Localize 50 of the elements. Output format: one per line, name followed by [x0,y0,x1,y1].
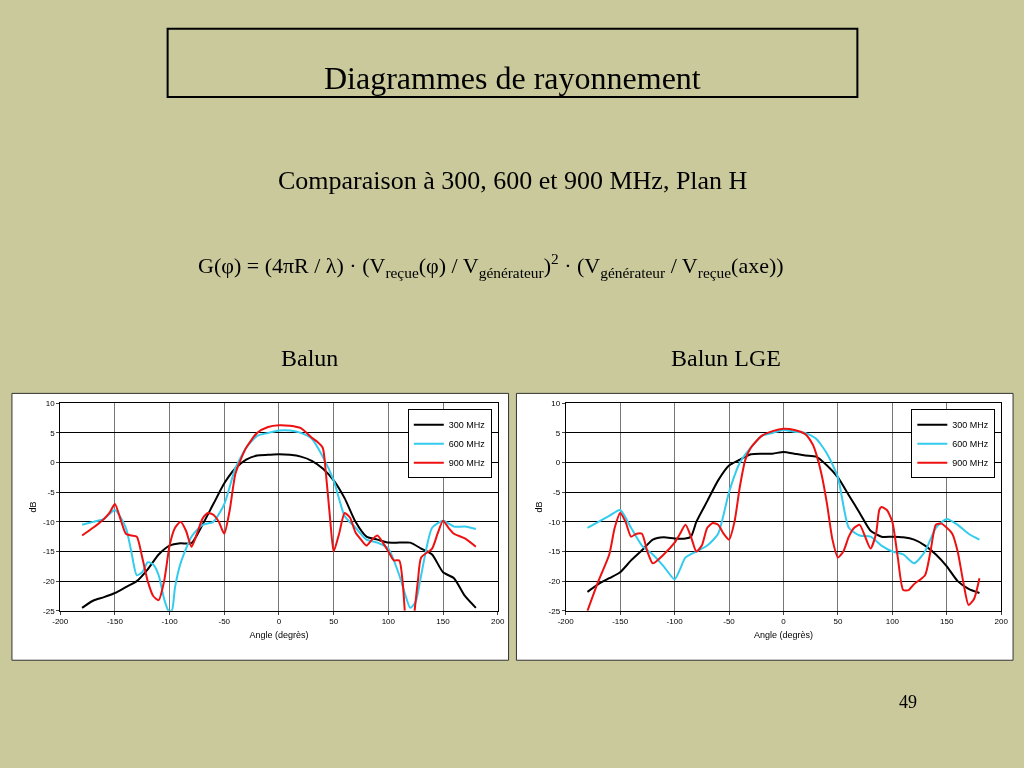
x-tick-label: 100 [381,617,396,627]
x-tick-label: -200 [557,617,575,627]
y-tick-label: -15 [43,547,56,557]
y-axis-title: dB [533,501,544,513]
x-tick-label: 200 [491,617,505,627]
x-axis-title: Angle (degrès) [249,630,309,641]
x-tick-label: -150 [612,617,629,627]
chart-title: Balun LGE [671,345,781,371]
text: Comparaison à 300, 600 et 900 MHz, Plan H [278,166,748,195]
y-tick-label: 0 [555,458,561,468]
y-tick-label: -5 [47,488,56,498]
x-tick-label: 150 [436,617,451,627]
chart-title: Balun [281,345,339,371]
x-tick-label: -50 [218,617,231,627]
y-tick-label: -10 [43,517,56,527]
x-tick-label: -200 [52,617,69,627]
x-tick-label: 0 [781,617,787,627]
legend-label: 900 MHz [448,458,486,469]
x-tick-label: -100 [161,617,179,627]
x-tick-label: -150 [106,617,124,627]
legend-label: 600 MHz [448,439,486,450]
text: G(φ) = (4πR / λ) · (V$_{reçue}$(φ) / V$_{générateur}$)$^{2}$ · (V$_{générateur}$ / V$_{reçue}$(axe)) [198,250,784,281]
y-tick-label: -25 [548,606,561,616]
y-tick-label: 5 [555,428,561,438]
legend-label: 300 MHz [952,420,989,431]
y-tick-label: 0 [50,458,56,468]
x-tick-label: 200 [994,617,1009,627]
text: 49 [899,692,917,712]
y-tick-label: -10 [548,517,561,527]
y-tick-label: 10 [551,399,561,409]
y-tick-label: -25 [43,606,56,616]
y-tick-label: 10 [45,399,56,409]
x-axis-title: Angle (degrès) [753,630,813,641]
y-tick-label: -20 [43,576,56,586]
y-axis-title: dB [28,501,39,513]
y-tick-label: -5 [552,488,561,498]
x-tick-label: -50 [723,617,736,627]
legend-label: 900 MHz [952,458,989,469]
x-tick-label: -100 [666,617,684,627]
y-tick-label: 5 [50,428,56,438]
x-tick-label: 150 [940,617,955,627]
x-tick-label: 0 [276,617,282,627]
y-tick-label: -15 [548,547,561,557]
y-tick-label: -20 [548,576,561,586]
legend-label: 300 MHz [448,420,486,431]
legend-label: 600 MHz [952,439,989,450]
x-tick-label: 100 [885,617,900,627]
x-tick-label: 50 [833,617,843,627]
x-tick-label: 50 [329,617,339,627]
text: Diagrammes de rayonnement [324,60,701,96]
